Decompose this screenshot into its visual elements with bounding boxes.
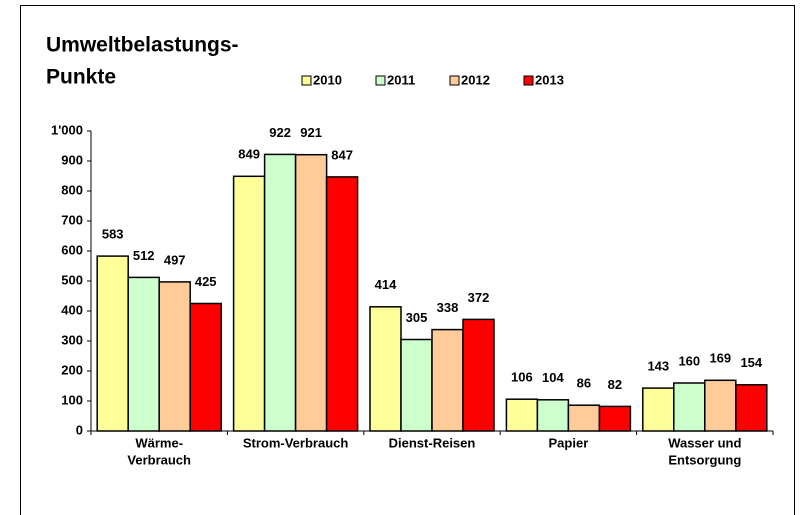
value-label: 849 (238, 147, 260, 162)
legend-swatch (375, 75, 386, 86)
value-label: 583 (102, 227, 124, 242)
bar (369, 306, 402, 432)
y-tick-label: 500 (61, 272, 83, 287)
legend-label: 2013 (535, 72, 564, 87)
bar (294, 153, 328, 432)
value-label: 82 (608, 377, 622, 392)
legend-label: 2011 (387, 72, 415, 87)
bar (96, 255, 129, 432)
value-label: 425 (195, 274, 217, 289)
bar (158, 281, 191, 432)
bar (400, 338, 433, 432)
y-tick-label: 0 (76, 422, 83, 437)
value-label: 338 (437, 300, 459, 315)
x-tick-label: Entsorgung (668, 452, 741, 467)
value-label: 104 (542, 370, 564, 385)
bar (232, 175, 266, 432)
value-label: 106 (511, 370, 533, 385)
bar (567, 404, 601, 432)
legend-swatch (449, 75, 460, 86)
bar (505, 398, 539, 432)
y-tick-label: 400 (61, 302, 83, 317)
value-label: 86 (577, 376, 591, 391)
value-label: 372 (468, 290, 490, 305)
bar (127, 276, 160, 432)
bar (735, 384, 768, 432)
bar (325, 176, 359, 432)
value-label: 847 (331, 147, 353, 162)
bar (536, 399, 570, 432)
value-label: 414 (375, 277, 397, 292)
y-tick-label: 300 (61, 332, 83, 347)
bar (462, 318, 495, 432)
legend-label: 2010 (313, 72, 342, 87)
legend-swatch (523, 75, 534, 86)
y-tick-label: 600 (61, 242, 83, 257)
chart-title: Punkte (46, 66, 116, 89)
bar (189, 302, 222, 432)
x-tick-label: Dienst-Reisen (389, 435, 476, 450)
legend-swatch (301, 75, 312, 86)
x-tick-label: Strom-Verbrauch (243, 435, 349, 450)
y-tick-label: 1'000 (51, 122, 83, 137)
bar (642, 387, 675, 432)
value-label: 154 (740, 355, 762, 370)
y-tick-label: 900 (61, 152, 83, 167)
bar (263, 153, 297, 432)
x-tick-label: Wasser und (668, 435, 741, 450)
bar (673, 382, 706, 432)
x-tick-label: Wärme- (135, 435, 183, 450)
value-label: 922 (269, 125, 291, 140)
y-tick-label: 700 (61, 212, 83, 227)
bar (704, 379, 737, 432)
value-label: 169 (709, 351, 731, 366)
chart-title: Umweltbelastungs- (46, 34, 239, 57)
y-tick-label: 200 (61, 362, 83, 377)
bar (598, 405, 632, 432)
legend-label: 2012 (461, 72, 490, 87)
value-label: 921 (300, 125, 322, 140)
value-label: 160 (678, 353, 700, 368)
value-label: 143 (647, 359, 669, 374)
y-tick-label: 800 (61, 182, 83, 197)
value-label: 512 (133, 248, 155, 263)
value-label: 497 (164, 252, 186, 267)
value-label: 305 (406, 310, 428, 325)
x-tick-label: Papier (549, 435, 589, 450)
x-tick-label: Verbrauch (127, 452, 191, 467)
bar (431, 328, 464, 432)
y-tick-label: 100 (61, 392, 83, 407)
